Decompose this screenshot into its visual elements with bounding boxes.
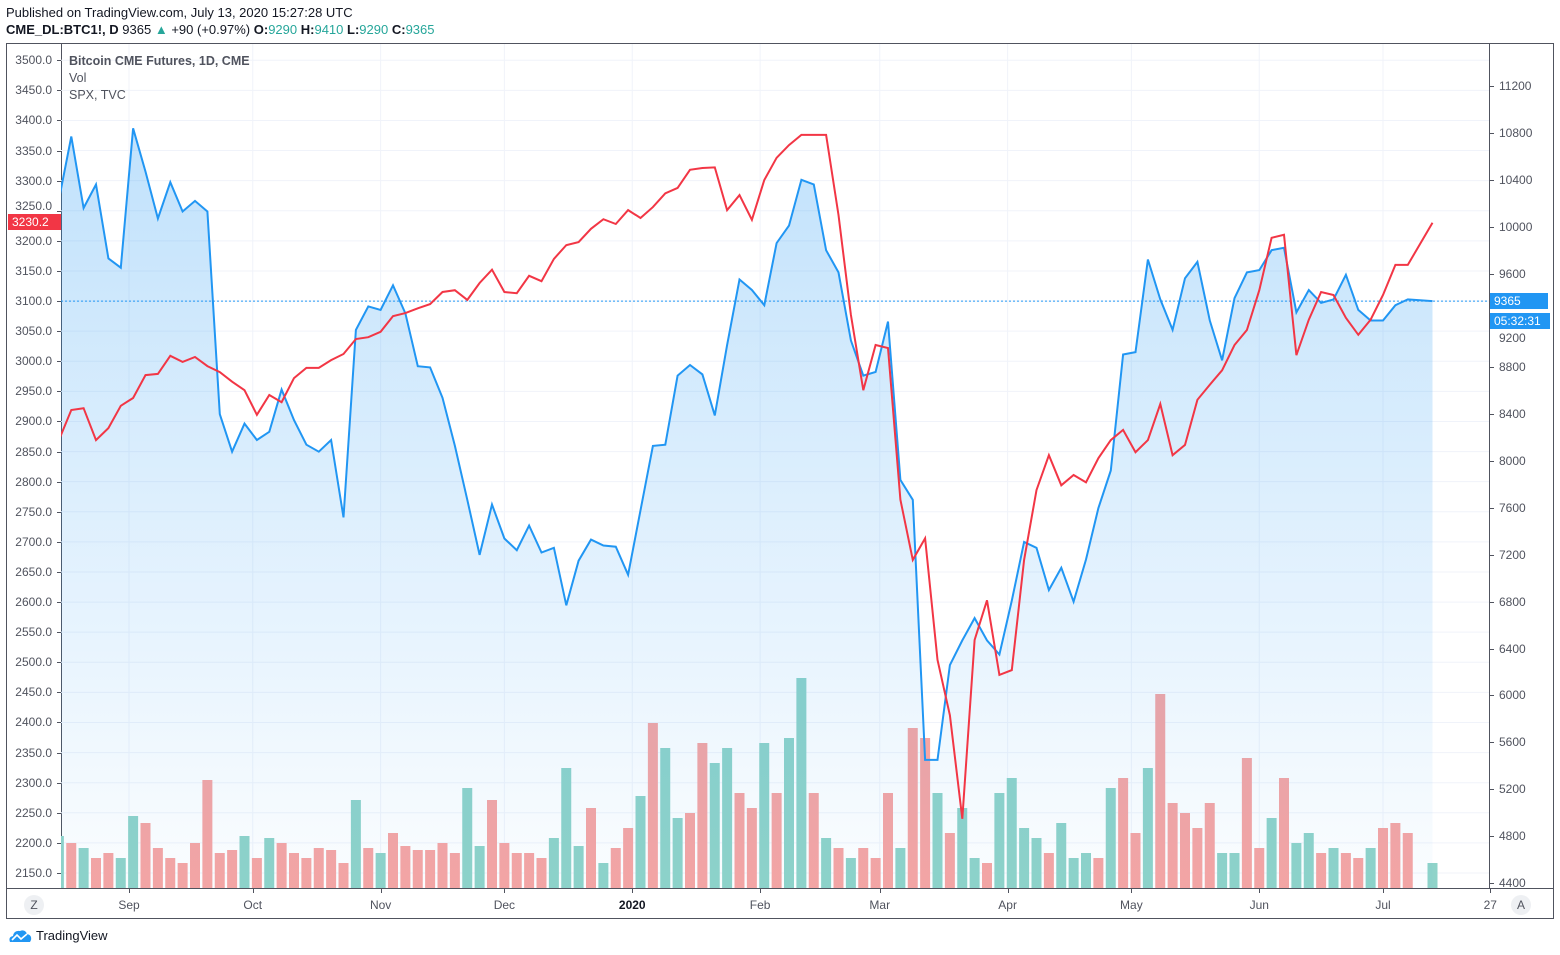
right-axis-tick: 4400 [1499, 876, 1526, 890]
right-axis-tick: 10800 [1499, 125, 1533, 140]
left-axis-tick: 2650.0 [15, 564, 52, 579]
right-axis-tick: 5200 [1499, 782, 1526, 797]
open-label: O: [253, 22, 269, 37]
auto-scale-button[interactable]: A [1511, 895, 1531, 915]
left-axis-tick: 2800.0 [15, 474, 52, 489]
symbol-info: CME_DL:BTC1!, D 9365 ▲ +90 (+0.97%) O:92… [6, 22, 434, 37]
right-axis-tick: 4800 [1499, 829, 1526, 844]
time-axis-label: Apr [998, 898, 1017, 912]
time-axis-label: Sep [118, 898, 140, 912]
btc-last-price-tag: 9365 [1490, 293, 1548, 309]
legend-main[interactable]: Bitcoin CME Futures, 1D, CME [69, 54, 250, 68]
time-axis-label: 27 [1483, 898, 1497, 912]
time-axis-label: Feb [749, 898, 771, 912]
time-axis-label: 2020 [618, 898, 646, 912]
time-axis-label: Jun [1249, 898, 1269, 912]
spx-line [61, 133, 1434, 819]
left-axis-tick: 2550.0 [15, 625, 52, 640]
close-value: 9365 [405, 22, 435, 37]
left-price-axis[interactable]: 3500.0 3450.0 3400.0 3350.0 3300.0 3250.0 3200… [6, 44, 62, 888]
time-axis-label: May [1120, 898, 1143, 912]
right-axis-tick: 7200 [1499, 547, 1526, 562]
low-value: 9290 [359, 22, 389, 37]
time-axis-label: Dec [493, 898, 516, 912]
left-axis-tick: 2200.0 [15, 835, 52, 850]
price-change: +90 (+0.97%) [171, 22, 251, 37]
left-axis-tick: 3450.0 [15, 83, 52, 98]
legend-vol[interactable]: Vol [69, 71, 87, 85]
high-label: H: [300, 22, 315, 37]
right-axis-tick: 8400 [1499, 407, 1526, 422]
right-axis-tick: 6400 [1499, 641, 1526, 656]
right-axis-tick: 8000 [1499, 454, 1526, 469]
brand-name: TradingView [36, 928, 108, 943]
spx-last-price-tag: 3230.2 [8, 214, 61, 230]
left-axis-tick: 2500.0 [15, 655, 52, 670]
high-value: 9410 [314, 22, 344, 37]
tradingview-logo[interactable]: TradingView [8, 928, 108, 943]
left-axis-tick: 3300.0 [15, 173, 52, 188]
chart-plot[interactable] [61, 44, 1489, 888]
right-axis-tick: 10400 [1499, 172, 1533, 187]
tradingview-cloud-icon [9, 929, 32, 942]
left-axis-tick: 3150.0 [15, 263, 52, 278]
left-axis-tick: 2950.0 [15, 384, 52, 399]
right-price-axis[interactable]: 11200 10800 10400 10000 9600 9200 8800 8400 8000… [1489, 44, 1554, 890]
left-axis-tick: 3500.0 [15, 53, 52, 68]
left-axis-tick: 3050.0 [15, 324, 52, 339]
time-axis-label: Jul [1375, 898, 1391, 912]
left-axis-tick: 2700.0 [15, 534, 52, 549]
left-axis-tick: 2450.0 [15, 685, 52, 700]
left-axis-tick: 2250.0 [15, 805, 52, 820]
low-label: L: [347, 22, 360, 37]
right-axis-tick: 7600 [1499, 500, 1526, 515]
left-axis-tick: 2750.0 [15, 504, 52, 519]
right-axis-tick: 10000 [1499, 219, 1533, 234]
bar-countdown-tag: 05:32:31 [1490, 313, 1550, 329]
close-label: C: [391, 22, 406, 37]
left-axis-tick: 2150.0 [15, 866, 52, 880]
left-axis-tick: 2400.0 [15, 715, 52, 730]
right-axis-tick: 11200 [1499, 79, 1532, 94]
left-axis-tick: 2600.0 [15, 595, 52, 610]
zoom-button[interactable]: Z [24, 895, 44, 915]
chart-frame [6, 43, 1554, 919]
symbol-name: CME_DL:BTC1!, D [6, 22, 119, 37]
legend-compare[interactable]: SPX, TVC [69, 88, 126, 102]
left-axis-tick: 3200.0 [15, 233, 52, 248]
left-axis-tick: 3400.0 [15, 113, 52, 128]
right-axis-tick: 5600 [1499, 735, 1526, 750]
up-triangle-icon: ▲ [154, 22, 168, 37]
left-axis-tick: 3250.0 [15, 199, 52, 213]
last-price: 9365 [122, 22, 152, 37]
legend: Bitcoin CME Futures, 1D, CME Vol SPX, TV… [69, 53, 250, 104]
left-axis-tick: 2300.0 [15, 775, 52, 790]
right-axis-tick: 9200 [1499, 331, 1526, 345]
right-axis-tick: 6800 [1499, 594, 1526, 609]
left-axis-tick: 2350.0 [15, 745, 52, 760]
btc-area-fill [61, 128, 1433, 888]
right-axis-tick: 6000 [1499, 688, 1526, 703]
left-axis-tick: 2900.0 [15, 414, 52, 429]
time-axis-label: Mar [869, 898, 891, 912]
published-note: Published on TradingView.com, July 13, 2… [6, 5, 353, 20]
time-axis-label: Nov [369, 898, 392, 912]
open-value: 9290 [268, 22, 298, 37]
time-axis[interactable]: Sep Oct Nov Dec 2020 Feb Mar Apr May Jun Jul 27 [6, 888, 1553, 919]
left-axis-tick: 3100.0 [15, 294, 52, 309]
left-axis-tick: 3000.0 [15, 354, 52, 369]
btc-line [61, 128, 1433, 761]
right-axis-tick: 9600 [1499, 266, 1526, 281]
right-axis-tick: 8800 [1499, 360, 1526, 375]
left-axis-tick: 2850.0 [15, 444, 52, 459]
time-axis-label: Oct [243, 898, 263, 912]
left-axis-tick: 3350.0 [15, 143, 52, 158]
